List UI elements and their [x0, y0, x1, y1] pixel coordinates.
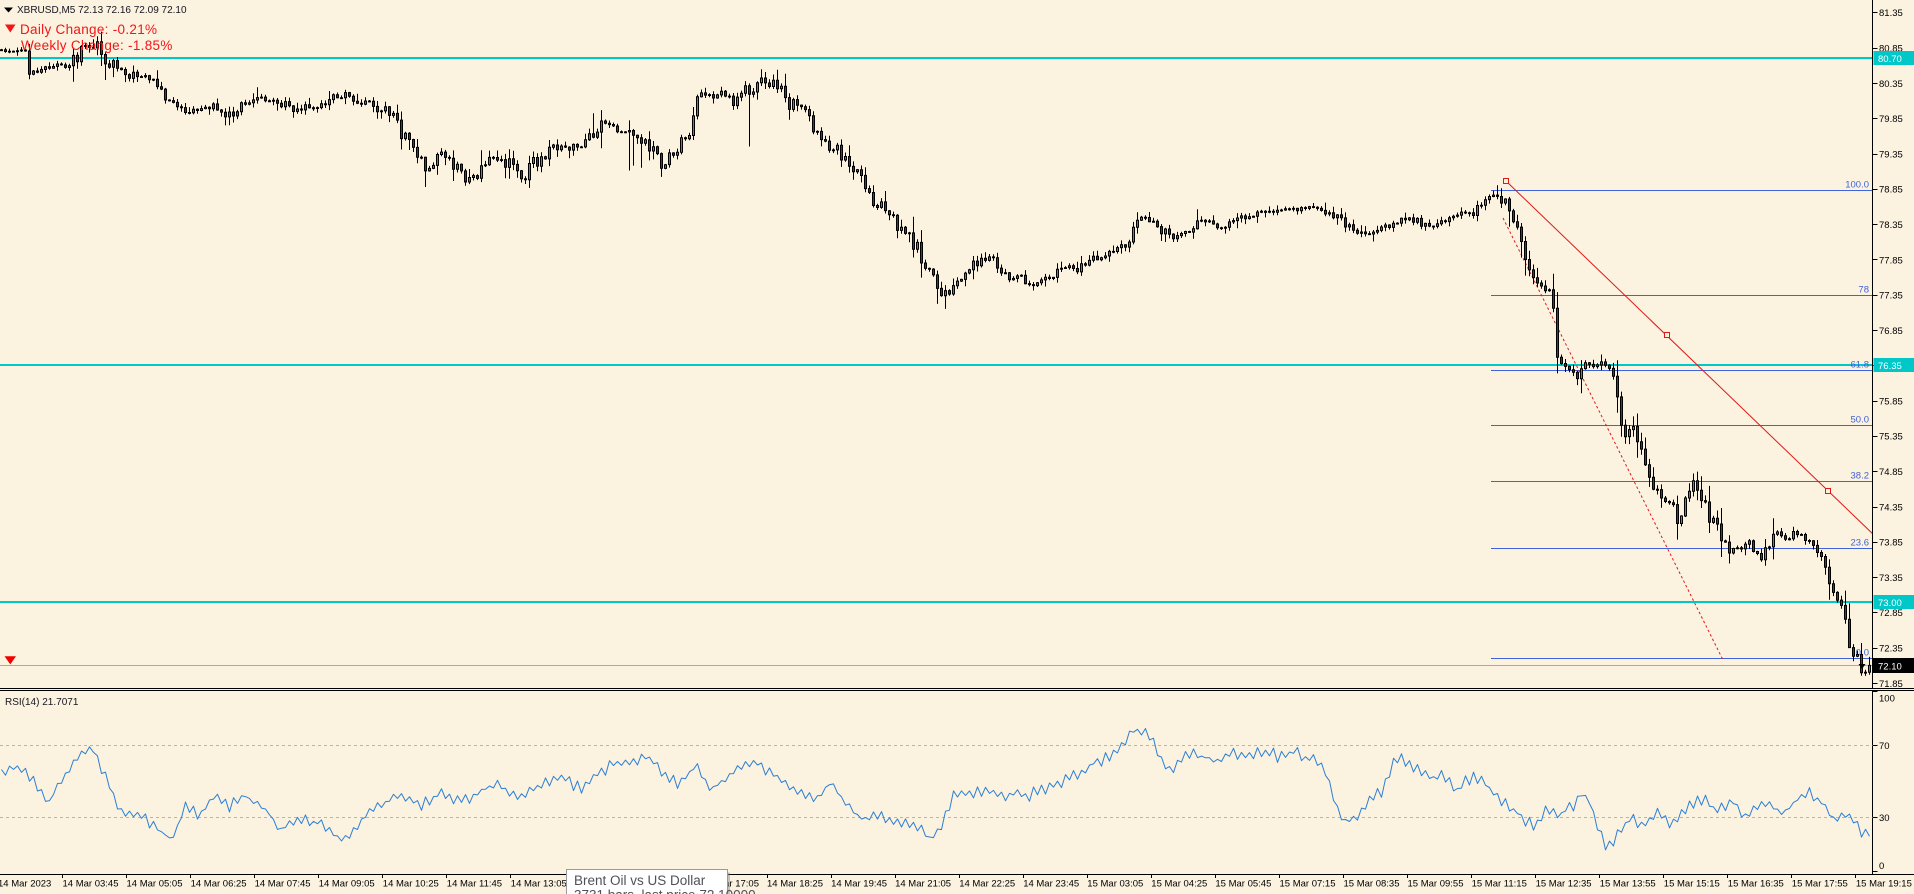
svg-text:14 Mar 18:25: 14 Mar 18:25 — [767, 879, 823, 890]
svg-text:RSI(14) 21.7071: RSI(14) 21.7071 — [5, 697, 79, 708]
svg-text:100: 100 — [1879, 693, 1895, 704]
svg-text:14 Mar 10:25: 14 Mar 10:25 — [383, 879, 439, 890]
svg-text:75.35: 75.35 — [1879, 432, 1903, 443]
svg-text:75.85: 75.85 — [1879, 396, 1903, 407]
svg-text:14 Mar 11:45: 14 Mar 11:45 — [447, 879, 502, 890]
svg-text:15 Mar 05:45: 15 Mar 05:45 — [1215, 879, 1271, 890]
svg-text:30: 30 — [1879, 813, 1890, 824]
svg-text:15 Mar 11:15: 15 Mar 11:15 — [1472, 879, 1527, 890]
svg-text:0: 0 — [1879, 861, 1884, 872]
svg-text:80.35: 80.35 — [1879, 79, 1903, 90]
svg-text:74.85: 74.85 — [1879, 467, 1903, 478]
svg-text:14 Mar 06:25: 14 Mar 06:25 — [191, 879, 247, 890]
svg-text:76.85: 76.85 — [1879, 326, 1903, 337]
svg-text:3731 bars, last price 72.10000: 3731 bars, last price 72.10000 — [574, 888, 756, 894]
svg-text:14 Mar 05:05: 14 Mar 05:05 — [127, 879, 183, 890]
svg-text:61.8: 61.8 — [1851, 360, 1870, 371]
svg-text:72.85: 72.85 — [1879, 608, 1903, 619]
svg-text:XBRUSD,M5 72.13 72.16 72.09: XBRUSD,M5 72.13 72.16 72.09 72.10 — [17, 5, 187, 16]
svg-text:14 Mar 22:25: 14 Mar 22:25 — [959, 879, 1015, 890]
svg-text:14 Mar 03:45: 14 Mar 03:45 — [63, 879, 119, 890]
svg-text:Daily Change: -0.21%: Daily Change: -0.21% — [20, 22, 157, 37]
svg-text:100.0: 100.0 — [1845, 180, 1869, 191]
svg-text:77.35: 77.35 — [1879, 291, 1903, 302]
svg-text:14 Mar 07:45: 14 Mar 07:45 — [255, 879, 311, 890]
svg-text:15 Mar 13:55: 15 Mar 13:55 — [1600, 879, 1656, 890]
svg-text:78.85: 78.85 — [1879, 185, 1903, 196]
svg-text:73.35: 73.35 — [1879, 573, 1903, 584]
svg-text:74.35: 74.35 — [1879, 502, 1903, 513]
svg-text:15 Mar 12:35: 15 Mar 12:35 — [1536, 879, 1592, 890]
svg-text:15 Mar 07:15: 15 Mar 07:15 — [1280, 879, 1336, 890]
svg-text:15 Mar 04:25: 15 Mar 04:25 — [1151, 879, 1207, 890]
svg-text:76.35: 76.35 — [1878, 361, 1902, 372]
svg-text:14 Mar 21:05: 14 Mar 21:05 — [895, 879, 951, 890]
svg-text:81.35: 81.35 — [1879, 8, 1903, 19]
svg-text:73.85: 73.85 — [1879, 538, 1903, 549]
svg-text:72.10: 72.10 — [1878, 662, 1902, 673]
svg-text:14 Mar 13:05: 14 Mar 13:05 — [511, 879, 567, 890]
svg-text:78.35: 78.35 — [1879, 220, 1903, 231]
svg-text:15 Mar 15:15: 15 Mar 15:15 — [1664, 879, 1720, 890]
svg-text:79.85: 79.85 — [1879, 114, 1903, 125]
svg-text:14 Mar 2023: 14 Mar 2023 — [0, 879, 51, 890]
svg-text:14 Mar 17:05: 14 Mar 17:05 — [703, 879, 759, 890]
svg-text:15 Mar 17:55: 15 Mar 17:55 — [1792, 879, 1848, 890]
svg-text:79.35: 79.35 — [1879, 149, 1903, 160]
svg-text:15 Mar 19:15: 15 Mar 19:15 — [1856, 879, 1912, 890]
svg-text:Weekly Change: -1.85%: Weekly Change: -1.85% — [21, 38, 173, 53]
svg-text:70: 70 — [1879, 741, 1890, 752]
svg-text:77.85: 77.85 — [1879, 255, 1903, 266]
svg-text:15 Mar 08:35: 15 Mar 08:35 — [1344, 879, 1400, 890]
svg-text:23.6: 23.6 — [1851, 538, 1870, 549]
svg-text:0.0: 0.0 — [1856, 648, 1869, 659]
svg-text:73.00: 73.00 — [1878, 598, 1902, 609]
svg-text:14 Mar 23:45: 14 Mar 23:45 — [1023, 879, 1079, 890]
svg-text:38.2: 38.2 — [1851, 471, 1870, 482]
svg-text:78: 78 — [1858, 285, 1869, 296]
svg-text:80.70: 80.70 — [1878, 54, 1902, 65]
svg-text:50.0: 50.0 — [1851, 415, 1870, 426]
svg-text:72.35: 72.35 — [1879, 644, 1903, 655]
svg-text:80.85: 80.85 — [1879, 44, 1903, 55]
svg-text:15 Mar 16:35: 15 Mar 16:35 — [1728, 879, 1784, 890]
svg-text:15 Mar 09:55: 15 Mar 09:55 — [1408, 879, 1464, 890]
svg-text:Brent Oil vs US Dollar: Brent Oil vs US Dollar — [574, 873, 706, 888]
svg-text:15 Mar 03:05: 15 Mar 03:05 — [1087, 879, 1143, 890]
svg-text:14 Mar 19:45: 14 Mar 19:45 — [831, 879, 887, 890]
svg-text:71.85: 71.85 — [1879, 679, 1903, 690]
svg-text:14 Mar 09:05: 14 Mar 09:05 — [319, 879, 375, 890]
